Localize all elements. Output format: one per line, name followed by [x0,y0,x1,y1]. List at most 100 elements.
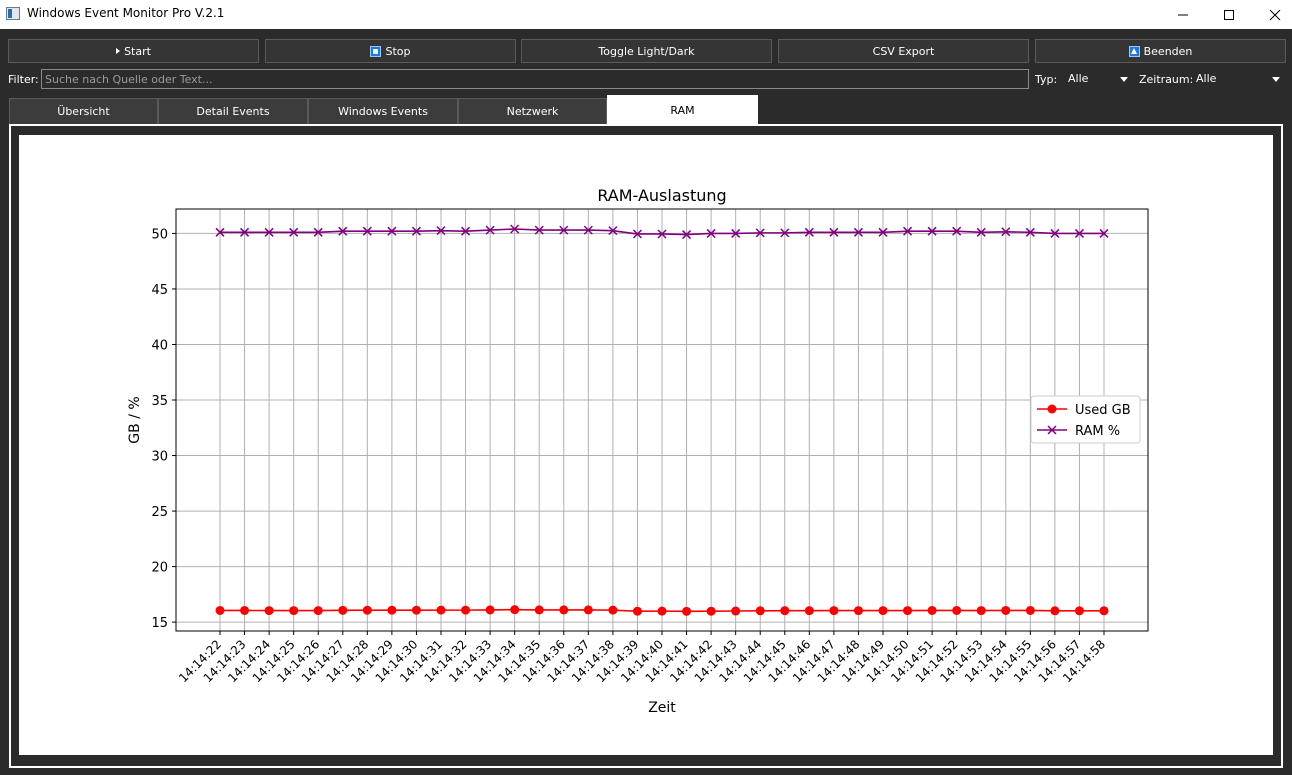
data-point [878,606,888,616]
y-tick-label: 35 [151,394,168,409]
close-button[interactable] [1252,0,1292,29]
data-point [608,605,618,615]
toggle-theme-button[interactable]: Toggle Light/Dark [521,39,772,63]
data-point [1050,606,1060,616]
type-select[interactable]: Alle [1064,70,1132,88]
data-point [1099,228,1109,238]
data-point [632,606,642,616]
data-point [657,606,667,616]
data-point [706,228,716,238]
data-point [583,225,593,235]
y-tick-label: 45 [151,283,168,298]
tab-overview[interactable]: Übersicht [9,98,158,125]
ram-chart: 152025303540455014:14:2214:14:2314:14:24… [127,186,1149,716]
data-point [731,606,741,616]
data-point [215,605,225,615]
y-tick-label: 25 [151,505,168,520]
tab-ram[interactable]: RAM [607,95,758,125]
data-point [755,606,765,616]
data-point [1074,606,1084,616]
data-point [264,227,274,237]
x-axis-label: Zeit [648,700,676,716]
data-point [1001,605,1011,615]
tab-windows-events[interactable]: Windows Events [308,98,458,125]
data-point [682,606,692,616]
data-point [952,605,962,615]
data-point [927,605,937,615]
data-point [608,226,618,236]
legend-label: Used GB [1075,403,1131,418]
data-point [559,225,569,235]
play-icon [116,48,121,54]
data-point [436,605,446,615]
timeframe-select-value: Alle [1196,72,1217,85]
title-bar: Windows Event Monitor Pro V.2.1 [0,0,1292,29]
y-tick-label: 30 [151,450,168,465]
data-point [1074,228,1084,238]
data-point [804,606,814,616]
legend-marker [1047,404,1057,414]
data-point [755,228,765,238]
timeframe-select[interactable]: Alle [1192,70,1284,88]
ram-chart-canvas: 15 20 25 30 35 40 45 50 14:14:22 14:14:23 14:14:24… [19,135,1273,755]
data-point [804,227,814,237]
chart-title: RAM-Auslastung [597,186,726,205]
data-point [1050,228,1060,238]
data-point [657,229,667,239]
data-point [853,606,863,616]
maximize-button[interactable] [1206,0,1252,29]
stop-button[interactable]: Stop [265,39,516,63]
data-point [780,606,790,616]
eject-icon [1128,45,1140,57]
minimize-button[interactable] [1160,0,1206,29]
tab-detail-events[interactable]: Detail Events [158,98,308,125]
quit-label: Beenden [1143,44,1193,58]
quit-button[interactable]: Beenden [1035,39,1286,63]
data-point [903,226,913,236]
toggle-theme-label: Toggle Light/Dark [598,44,695,58]
tab-network[interactable]: Netzwerk [458,98,607,125]
start-button[interactable]: Start [8,39,259,63]
maximize-icon [1224,9,1234,20]
data-point [264,606,274,616]
data-point [853,227,863,237]
data-point [927,226,937,236]
data-point [829,606,839,616]
data-point [387,226,397,236]
data-point [215,227,225,237]
data-point [510,605,520,615]
csv-export-button[interactable]: CSV Export [778,39,1029,63]
filter-search-input[interactable] [41,69,1029,89]
data-point [240,227,250,237]
y-tick-label: 40 [151,338,168,353]
stop-label: Stop [385,44,411,58]
filter-label: Filter: [8,73,39,86]
data-point [436,226,446,236]
data-point [313,606,323,616]
y-axis-label: GB / % [127,396,143,443]
data-point [411,605,421,615]
y-tick-label: 15 [151,616,168,631]
y-tick-label: 20 [151,561,168,576]
data-point [510,224,520,234]
chevron-down-icon [1120,77,1128,82]
data-point [387,605,397,615]
tab-label: Netzwerk [506,105,559,118]
data-point [952,226,962,236]
csv-export-label: CSV Export [872,44,935,58]
type-select-value: Alle [1068,72,1089,85]
legend-box [1030,395,1141,444]
data-point [1025,605,1035,615]
tab-label: Windows Events [338,105,428,118]
data-point [338,605,348,615]
data-point [240,605,250,615]
data-point [731,228,741,238]
data-point [878,227,888,237]
data-point [289,227,299,237]
timeframe-label: Zeitraum: [1139,73,1194,86]
data-point [682,230,692,240]
data-point [411,226,421,236]
data-point [976,606,986,616]
data-point [583,605,593,615]
data-point [534,605,544,615]
